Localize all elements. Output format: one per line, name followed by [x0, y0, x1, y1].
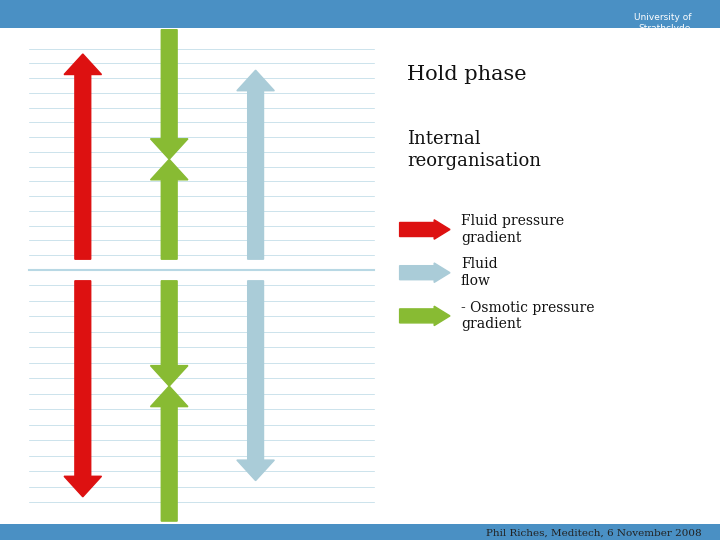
FancyArrow shape: [400, 306, 450, 326]
FancyArrow shape: [237, 70, 274, 259]
FancyArrow shape: [400, 220, 450, 239]
FancyBboxPatch shape: [0, 0, 720, 28]
Text: Hold phase: Hold phase: [407, 65, 526, 84]
FancyArrow shape: [237, 281, 274, 481]
FancyArrow shape: [150, 386, 188, 521]
FancyArrow shape: [64, 54, 102, 259]
FancyArrow shape: [64, 281, 102, 497]
Text: Fluid pressure
gradient: Fluid pressure gradient: [461, 214, 564, 245]
Text: University of
Strathclyde
Engineering: University of Strathclyde Engineering: [634, 14, 691, 43]
FancyBboxPatch shape: [0, 524, 720, 540]
FancyArrow shape: [150, 159, 188, 259]
Text: - Osmotic pressure
gradient: - Osmotic pressure gradient: [461, 301, 594, 331]
FancyArrow shape: [150, 30, 188, 159]
Text: Internal
reorganisation: Internal reorganisation: [407, 130, 541, 171]
Text: Fluid
flow: Fluid flow: [461, 258, 498, 288]
FancyArrow shape: [400, 263, 450, 282]
Text: Phil Riches, Meditech, 6 November 2008: Phil Riches, Meditech, 6 November 2008: [487, 528, 702, 537]
FancyArrow shape: [150, 281, 188, 386]
